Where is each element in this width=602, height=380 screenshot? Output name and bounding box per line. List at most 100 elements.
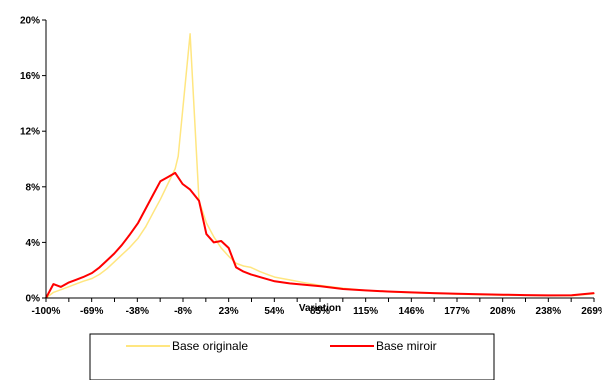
data-point: [60, 286, 62, 288]
y-tick-label: 4%: [26, 238, 41, 249]
data-point: [182, 183, 184, 185]
data-point: [364, 289, 366, 291]
data-point: [274, 276, 276, 278]
data-point: [235, 266, 237, 268]
y-tick-label: 0%: [26, 294, 41, 305]
data-point: [235, 262, 237, 264]
data-point: [547, 294, 549, 296]
data-point: [289, 279, 291, 281]
data-point: [137, 222, 139, 224]
x-tick-label: 238%: [536, 306, 562, 317]
series-line: [45, 171, 595, 299]
data-point: [266, 278, 268, 280]
x-tick-label: -100%: [32, 306, 61, 317]
data-point: [91, 277, 93, 280]
legend-label: Base miroir: [376, 339, 437, 353]
data-point: [342, 288, 344, 290]
data-point: [456, 293, 458, 295]
data-point: [67, 286, 69, 288]
data-point: [259, 271, 261, 273]
data-point: [128, 247, 130, 249]
x-tick-label: 208%: [490, 306, 516, 317]
data-point: [52, 291, 55, 293]
x-tick-label: 177%: [444, 306, 470, 317]
y-tick-label: 12%: [20, 127, 40, 138]
data-point: [67, 282, 69, 284]
legend-box: [89, 333, 495, 380]
data-point: [106, 268, 108, 270]
data-point: [274, 280, 276, 282]
x-tick-label: -38%: [126, 306, 149, 317]
data-point: [228, 255, 230, 257]
data-point: [75, 279, 77, 281]
data-point: [106, 259, 108, 262]
data-point: [220, 240, 222, 242]
x-tick-label: 146%: [399, 306, 425, 317]
series-1: [45, 33, 595, 299]
x-tick-label: 54%: [264, 306, 284, 317]
data-point: [167, 183, 169, 185]
data-point: [75, 283, 77, 285]
data-point: [82, 280, 84, 282]
plot-area: [45, 33, 595, 299]
data-point: [189, 33, 191, 35]
data-point: [152, 194, 154, 196]
data-point: [525, 294, 527, 296]
data-point: [177, 155, 179, 157]
y-axis: 0% 4% 8% 12% 16% 20%: [20, 16, 47, 305]
data-point: [167, 176, 169, 178]
data-point: [152, 212, 154, 214]
data-point: [571, 294, 573, 296]
data-point: [303, 284, 305, 286]
legend: Base originale Base miroir: [89, 333, 495, 380]
data-point: [82, 276, 84, 278]
data-point: [144, 226, 147, 228]
data-point: [242, 271, 245, 273]
legend-label: Base originale: [172, 339, 248, 353]
y-tick-label: 20%: [20, 16, 40, 27]
data-point: [159, 198, 161, 200]
data-point: [91, 272, 93, 274]
data-point: [410, 291, 412, 293]
data-point: [159, 180, 161, 182]
x-tick-label: 23%: [219, 306, 239, 317]
data-point: [289, 282, 291, 284]
data-point: [198, 200, 200, 202]
data-point: [433, 292, 435, 294]
data-point: [121, 254, 123, 256]
data-point: [242, 265, 245, 267]
data-point: [250, 273, 252, 275]
data-point: [213, 236, 215, 238]
x-tick-label: 115%: [353, 306, 378, 317]
x-tick-label: -8%: [174, 306, 192, 317]
data-point: [174, 168, 176, 170]
data-point: [121, 244, 123, 246]
data-point: [205, 222, 207, 224]
data-point: [502, 294, 504, 296]
data-point: [113, 261, 115, 263]
data-point: [228, 247, 230, 249]
x-tick-label: 85%: [310, 306, 330, 317]
data-point: [387, 290, 389, 293]
data-point: [213, 241, 215, 243]
data-point: [60, 289, 62, 291]
x-tick-label: 269%: [581, 306, 602, 317]
data-point: [303, 282, 305, 284]
x-axis: -100% -69% -38% -8% 23% 54% 85% 115% 146% 177% 208…: [32, 297, 602, 317]
data-point: [259, 276, 261, 278]
data-point: [128, 234, 130, 236]
series-2: [45, 171, 595, 299]
data-point: [137, 237, 139, 239]
data-point: [479, 293, 481, 295]
data-point: [144, 208, 147, 210]
data-point: [250, 266, 252, 268]
data-point: [113, 252, 115, 255]
data-point: [52, 283, 55, 285]
data-point: [593, 292, 595, 294]
data-point: [205, 233, 207, 235]
y-tick-label: 8%: [26, 182, 41, 193]
data-point: [98, 273, 101, 275]
data-point: [220, 247, 222, 249]
data-point: [266, 273, 268, 275]
